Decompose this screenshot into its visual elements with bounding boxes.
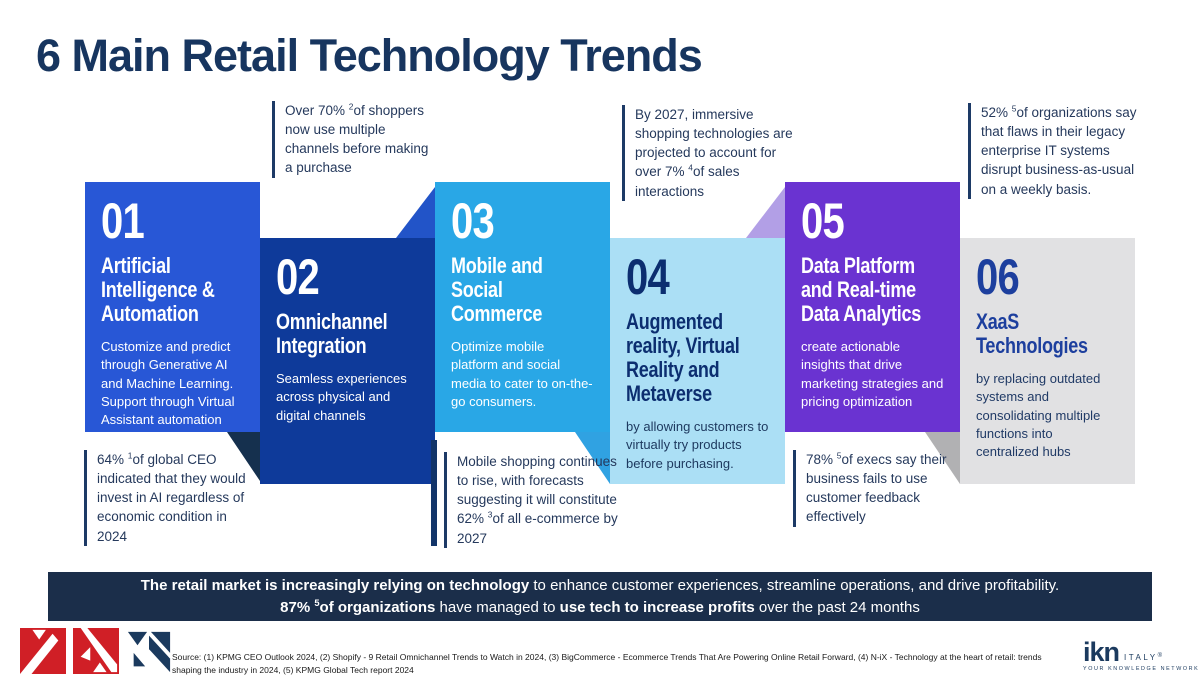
panel-heading: 03 Mobile and Social Commerce	[451, 196, 594, 326]
callout-text: of global CEO indicated that they would …	[97, 452, 246, 544]
panel-description: create actionable insights that drive ma…	[801, 339, 944, 409]
callout-text: of sales interactions	[635, 164, 740, 199]
ribbon-fold-icon	[396, 187, 435, 238]
footnote-marker: 2	[348, 101, 354, 112]
banner-line: 87% 5of organizations have managed to us…	[280, 597, 920, 616]
panel-title: Augmented reality, Virtual Reality and M…	[626, 309, 740, 407]
panel-number: 02	[276, 249, 320, 305]
callout-text: By 2027, immersive shopping technologies…	[635, 107, 793, 180]
panel-description: Seamless experiences across physical and…	[276, 371, 407, 423]
registered-mark-icon: ®	[1157, 652, 1162, 659]
panel-mobile-social-commerce: 03 Mobile and Social Commerce Optimize m…	[435, 182, 610, 432]
panel-heading: 04 Augmented reality, Virtual Reality an…	[626, 252, 769, 406]
callout-text: 78%	[806, 452, 837, 467]
ikn-country-label: ITALY®	[1124, 653, 1162, 664]
footnote-marker: 5	[836, 450, 842, 461]
panel-description: Optimize mobile platform and social medi…	[451, 339, 593, 409]
footnote-marker: 3	[487, 509, 493, 520]
panel-heading: 05 Data Platform and Real-time Data Anal…	[801, 196, 944, 326]
stat-callout-customer-feedback: 78% 5of execs say their business fails t…	[793, 450, 961, 527]
panel-description: Customize and predict through Generative…	[101, 339, 235, 427]
callout-text: 64%	[97, 452, 128, 467]
panel-number: 05	[801, 193, 845, 249]
panel-heading: 01 Artificial Intelligence & Automation	[101, 196, 244, 326]
panel-number: 03	[451, 193, 495, 249]
ikn-country-text: ITALY	[1124, 652, 1158, 662]
connector-line	[431, 440, 437, 546]
panel-heading: 06 XaaS Technologies	[976, 252, 1119, 358]
panel-data-platform-analytics: 05 Data Platform and Real-time Data Anal…	[785, 182, 960, 432]
brand-logo	[20, 628, 172, 674]
panel-xaas-technologies: 06 XaaS Technologies by replacing outdat…	[960, 238, 1135, 484]
ikn-tagline: YOUR KNOWLEDGE NETWORK	[1083, 665, 1200, 672]
ikn-logo: ikn ITALY® YOUR KNOWLEDGE NETWORK	[1083, 637, 1200, 672]
callout-text: of all e-commerce by 2027	[457, 511, 618, 546]
panel-omnichannel-integration: 02 Omnichannel Integration Seamless expe…	[260, 238, 435, 484]
stat-callout-legacy-it: 52% 5of organizations say that flaws in …	[968, 103, 1151, 199]
page-title: 6 Main Retail Technology Trends	[36, 30, 703, 81]
panel-title: Omnichannel Integration	[276, 309, 388, 359]
panel-description: by allowing customers to virtually try p…	[626, 419, 769, 471]
stat-callout-ceo-ai: 64% 1of global CEO indicated that they w…	[84, 450, 259, 546]
stat-callout-shoppers: Over 70% 2of shoppers now use multiple c…	[272, 101, 437, 178]
logo-tile-navy-icon	[126, 628, 172, 674]
panel-artificial-intelligence: 01 Artificial Intelligence & Automation …	[85, 182, 260, 432]
footnote-marker: 4	[688, 162, 693, 173]
callout-text: 52%	[981, 105, 1012, 120]
callout-text: Mobile shopping continues to rise, with …	[457, 454, 617, 527]
logo-tile-red-icon	[20, 628, 66, 674]
panel-title: XaaS Technologies	[976, 309, 1088, 359]
panel-title: Mobile and Social Commerce	[451, 253, 543, 327]
banner-line: The retail market is increasingly relyin…	[140, 576, 1060, 594]
stat-callout-mobile-shopping: Mobile shopping continues to rise, with …	[444, 452, 625, 548]
panel-heading: 02 Omnichannel Integration	[276, 252, 419, 358]
panel-title: Data Platform and Real-time Data Analyti…	[801, 253, 922, 327]
ikn-wordmark: ikn	[1083, 637, 1120, 667]
footnote-marker: 1	[127, 450, 133, 461]
panel-description: by replacing outdated systems and consol…	[976, 371, 1101, 459]
callout-text: of shoppers now use multiple channels be…	[285, 103, 429, 176]
summary-banner: The retail market is increasingly relyin…	[48, 572, 1152, 621]
panel-number: 01	[101, 193, 145, 249]
panel-title: Artificial Intelligence & Automation	[101, 253, 215, 327]
callout-text: Over 70%	[285, 103, 349, 118]
panel-number: 06	[976, 249, 1020, 305]
stat-callout-immersive: By 2027, immersive shopping technologies…	[622, 105, 795, 201]
callout-text: of organizations say that flaws in their…	[981, 105, 1137, 197]
logo-tile-red-icon	[73, 628, 119, 674]
panel-number: 04	[626, 249, 670, 305]
footnote-marker: 5	[1011, 103, 1017, 114]
callout-text: of execs say their business fails to use…	[806, 452, 947, 525]
source-note: Source: (1) KPMG CEO Outlook 2024, (2) S…	[172, 652, 1042, 676]
panel-ar-vr-metaverse: 04 Augmented reality, Virtual Reality an…	[610, 238, 785, 484]
